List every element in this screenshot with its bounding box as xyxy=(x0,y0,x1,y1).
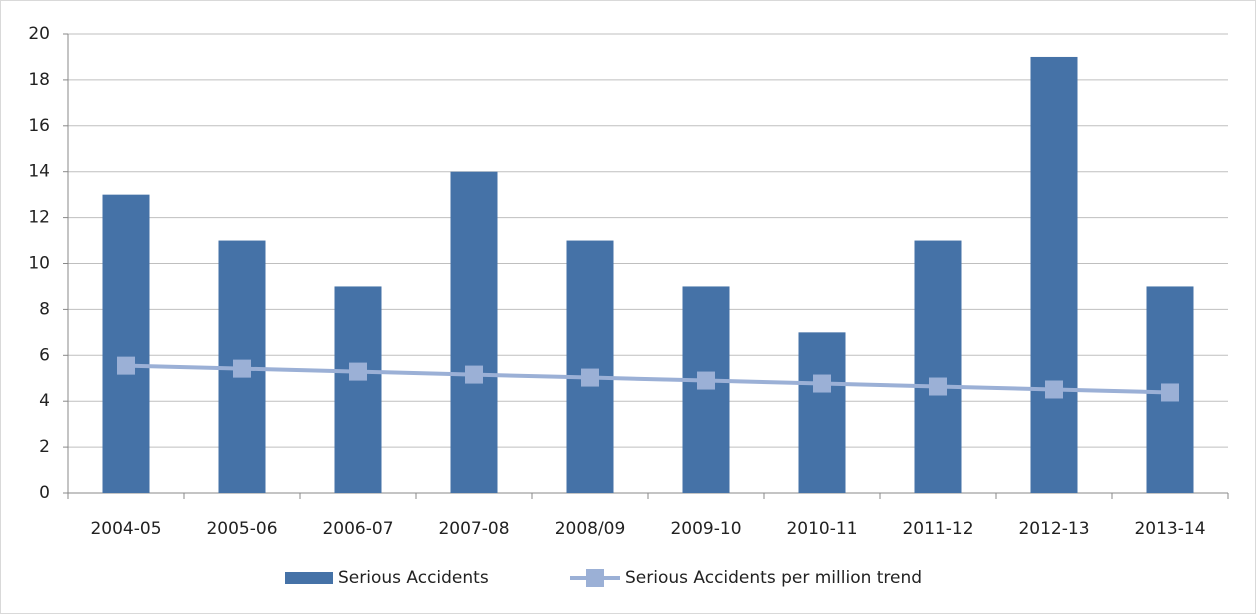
line-marker xyxy=(1161,383,1179,402)
line-marker xyxy=(697,371,715,390)
line-marker xyxy=(117,356,135,375)
line-marker xyxy=(929,377,947,396)
legend-swatch xyxy=(586,569,604,587)
x-tick-label: 2004-05 xyxy=(90,519,161,539)
x-tick-label: 2008/09 xyxy=(555,519,626,539)
x-tick-label: 2013-14 xyxy=(1134,519,1205,539)
legend-label: Serious Accidents per million trend xyxy=(625,568,922,588)
y-tick-label: 8 xyxy=(39,299,50,319)
line-marker xyxy=(465,365,483,384)
y-tick-label: 10 xyxy=(28,254,50,274)
line-marker xyxy=(813,374,831,393)
x-tick-label: 2010-11 xyxy=(786,519,857,539)
bar xyxy=(798,332,846,493)
y-tick-label: 0 xyxy=(39,483,50,503)
y-tick-label: 2 xyxy=(39,437,50,457)
bar xyxy=(1030,56,1078,493)
bar xyxy=(334,286,382,493)
bar xyxy=(682,286,730,493)
y-tick-label: 18 xyxy=(28,70,50,90)
y-tick-label: 6 xyxy=(39,345,50,365)
x-tick-label: 2011-12 xyxy=(902,519,973,539)
y-tick-label: 14 xyxy=(28,162,50,182)
line xyxy=(125,363,1171,395)
x-tick-label: 2009-10 xyxy=(670,519,741,539)
y-tick-label: 12 xyxy=(28,208,50,228)
line-marker xyxy=(1045,380,1063,399)
y-tick-label: 16 xyxy=(28,116,50,136)
bar xyxy=(914,240,962,493)
x-tick-label: 2006-07 xyxy=(322,519,393,539)
bar xyxy=(102,194,150,493)
y-tick-label: 4 xyxy=(39,391,50,411)
x-tick-label: 2005-06 xyxy=(206,519,277,539)
line-marker xyxy=(581,368,599,387)
y-tick-label: 20 xyxy=(28,24,50,44)
bar xyxy=(566,240,614,493)
bar xyxy=(450,171,498,493)
x-tick-label: 2012-13 xyxy=(1018,519,1089,539)
legend-swatch xyxy=(285,572,333,584)
x-tick-label: 2007-08 xyxy=(438,519,509,539)
line-marker xyxy=(349,362,367,381)
line-marker xyxy=(233,359,251,378)
legend-label: Serious Accidents xyxy=(338,568,489,588)
